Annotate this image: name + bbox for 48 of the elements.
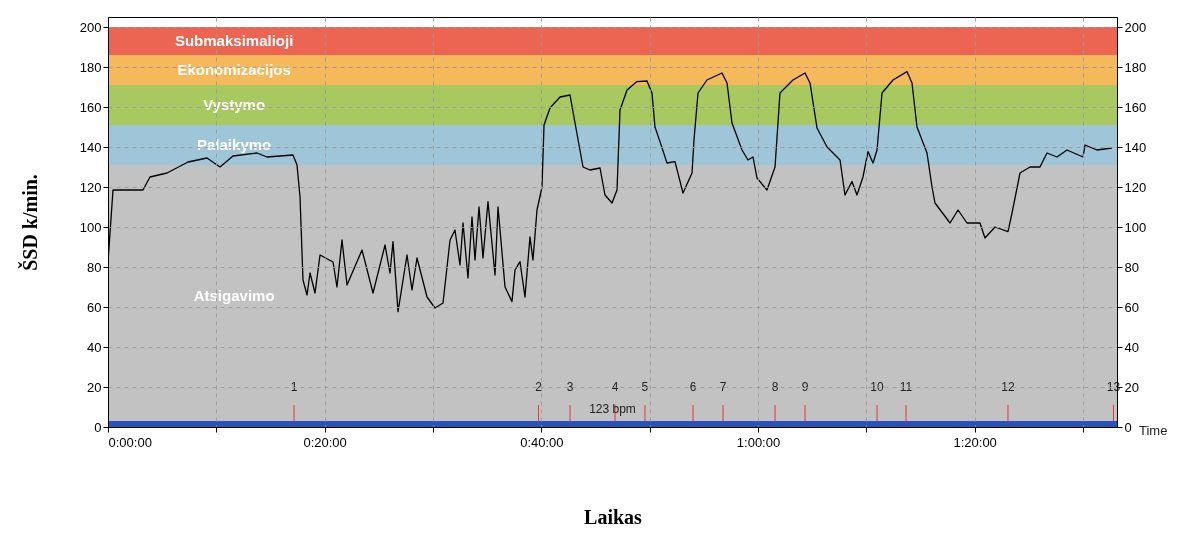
annotation: 6 xyxy=(689,380,697,394)
y2-tick-label: 60 xyxy=(1124,299,1139,315)
band-label: Atsigavimo xyxy=(193,287,275,304)
x-tick-label: 0:40:00 xyxy=(520,434,564,450)
x-tick-label: 1:20:00 xyxy=(953,434,997,450)
annotation: 9 xyxy=(801,380,809,394)
band-label: Ekonomizacijos xyxy=(177,61,291,78)
y2-tick-label: 0 xyxy=(1124,419,1132,435)
text: Time xyxy=(1139,423,1168,438)
annotation: 7 xyxy=(719,380,727,394)
annotation: 1 xyxy=(290,380,298,394)
annotation: 10 xyxy=(870,380,885,394)
y2-tick-label: 180 xyxy=(1124,59,1147,75)
y-tick-label: 200 xyxy=(79,19,102,35)
annotation: 11 xyxy=(899,380,913,394)
band-label: Vystymo xyxy=(203,96,266,113)
x-tick-label: 0:20:00 xyxy=(303,434,347,450)
annotation: 123 bpm xyxy=(589,402,636,416)
y-tick-label: 20 xyxy=(87,379,102,395)
y-tick-label: 0 xyxy=(94,419,102,435)
y-axis-title: ŠSD k/min. xyxy=(17,174,41,271)
annotation: 12 xyxy=(1001,380,1015,394)
y-tick-label: 120 xyxy=(79,179,102,195)
y2-tick-label: 40 xyxy=(1124,339,1139,355)
x-tick-label: 0:00:00 xyxy=(108,434,152,450)
y2-tick-label: 20 xyxy=(1124,379,1139,395)
y2-tick-label: 200 xyxy=(1124,19,1147,35)
band-label: Submaksimalioji xyxy=(174,32,294,49)
y-tick-label: 100 xyxy=(79,219,102,235)
y2-tick-label: 80 xyxy=(1124,259,1139,275)
y-tick-label: 80 xyxy=(87,259,102,275)
annotation: 3 xyxy=(566,380,574,394)
annotation: 5 xyxy=(641,380,649,394)
y-tick-label: 60 xyxy=(87,299,102,315)
y2-tick-label: 140 xyxy=(1124,139,1147,155)
x-axis-title: Laikas xyxy=(584,505,643,528)
y-tick-label: 180 xyxy=(79,59,102,75)
annotation: 8 xyxy=(771,380,779,394)
y-tick-label: 40 xyxy=(87,339,102,355)
annotation: 2 xyxy=(535,380,543,394)
y2-tick-label: 160 xyxy=(1124,99,1147,115)
x-tick-label: 1:00:00 xyxy=(736,434,781,450)
band-label: Palaikymo xyxy=(197,136,272,153)
y-tick-label: 140 xyxy=(79,139,102,155)
annotation: 4 xyxy=(611,380,619,394)
y2-tick-label: 120 xyxy=(1124,179,1147,195)
y-tick-label: 160 xyxy=(79,99,102,115)
y2-tick-label: 100 xyxy=(1124,219,1147,235)
